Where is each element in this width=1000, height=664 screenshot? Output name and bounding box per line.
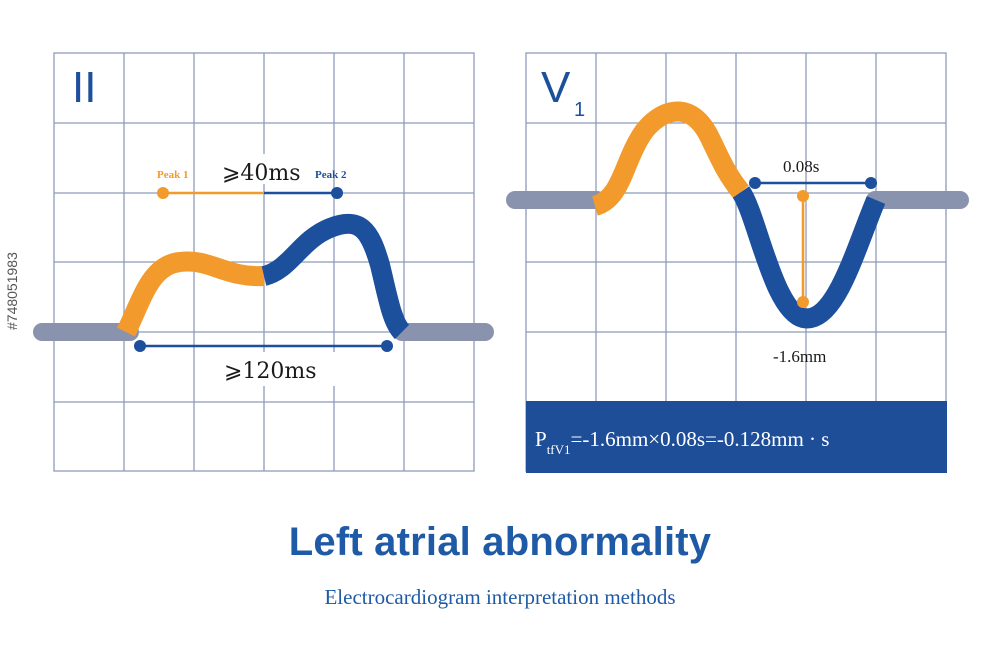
- page-title: Left atrial abnormality: [288, 520, 712, 564]
- ptf-depth-bottom-marker: [797, 296, 809, 308]
- ptf-width-start-marker: [749, 177, 761, 189]
- ptf-formula-equation: =-1.6mm×0.08s=-0.128mm · s: [571, 427, 830, 451]
- peak1-marker: [157, 187, 169, 199]
- ptf-depth-top-marker: [797, 190, 809, 202]
- page-subtitle: Electrocardiogram interpretation methods: [324, 585, 676, 609]
- ptf-width-label: 0.08s: [783, 157, 819, 176]
- peak1-label: Peak 1: [157, 169, 188, 181]
- lead-ii-panel: II Peak 1 Peak 2 ⩾40ms ⩾120ms: [30, 50, 500, 480]
- lead-v1-p-positive-component: [591, 101, 749, 216]
- lead-v1-panel: V 1 0.08s -1.6mm PtfV1=-1.6mm×0.08s=-0.1…: [505, 50, 980, 480]
- p-duration-label-bg: [220, 352, 336, 386]
- ptf-formula: PtfV1=-1.6mm×0.08s=-0.128mm · s: [535, 427, 829, 457]
- ptf-formula-box: [526, 401, 947, 473]
- lead-ii-p-wave-left-atrium: [117, 251, 265, 337]
- lead-v1-p-negative-component: [732, 186, 886, 329]
- peak-interval-label-bg: [218, 154, 310, 184]
- p-duration-start-marker: [134, 340, 146, 352]
- image-id-label: #748051983: [4, 252, 20, 330]
- ptf-formula-symbol: P: [535, 427, 547, 451]
- peak2-label: Peak 2: [315, 169, 347, 181]
- ptf-depth-label: -1.6mm: [773, 347, 826, 366]
- lead-ii-p-wave-right-atrium: [260, 213, 410, 340]
- ptf-width-end-marker: [865, 177, 877, 189]
- lead-ii-label: II: [72, 63, 96, 112]
- lead-v1-label: V: [541, 63, 571, 112]
- lead-ii-grid: [53, 52, 475, 472]
- lead-v1-label-subscript: 1: [574, 99, 585, 121]
- p-duration-end-marker: [381, 340, 393, 352]
- peak-interval-label: ⩾40ms: [222, 161, 301, 186]
- lead-v1-diagram: V 1 0.08s -1.6mm PtfV1=-1.6mm×0.08s=-0.1…: [506, 52, 969, 473]
- lead-ii-diagram: II Peak 1 Peak 2 ⩾40ms ⩾120ms: [33, 52, 494, 472]
- p-duration-label: ⩾120ms: [224, 359, 317, 384]
- ptf-formula-subscript: tfV1: [547, 442, 571, 457]
- peak2-marker: [331, 187, 343, 199]
